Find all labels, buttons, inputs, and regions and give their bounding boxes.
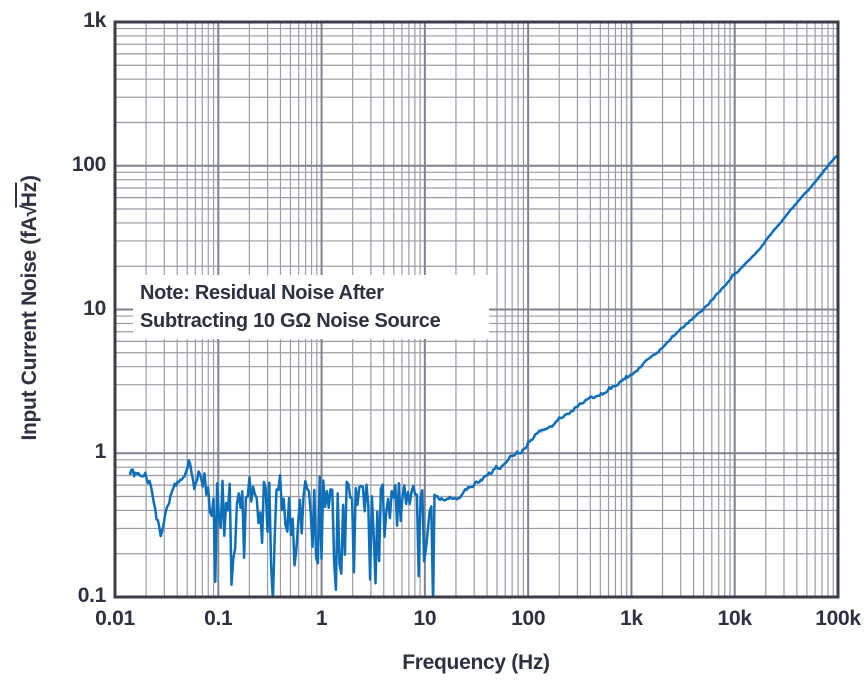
y-axis-title: Input Current Noise (fA√Hz) [15,175,42,441]
y-axis-title-prefix: Input Current Noise (fA [18,216,41,441]
x-tick-label: 100k [815,607,861,630]
x-tick-label: 10 [413,607,437,630]
x-axis-title: Frequency (Hz) [402,651,550,674]
x-tick-label: 0.1 [204,607,233,630]
note-line-1: Note: Residual Noise After [140,282,384,304]
y-axis-title-radicand: Hz [15,182,41,208]
plot-frame [113,20,840,599]
x-tick-label: 100 [511,607,546,630]
y-tick-label: 0.1 [77,584,107,607]
x-tick-label: 0.01 [95,607,135,630]
x-tick-label: 1 [315,607,328,630]
y-tick-label: 1 [94,440,107,464]
x-tick-label: 10k [717,607,752,630]
x-tick-label: 1k [620,607,643,630]
note-line-2: Subtracting 10 GΩ Noise Source [140,310,441,332]
y-tick-label: 10 [83,296,106,320]
y-tick-label: 100 [71,152,106,176]
note-annotation: Note: Residual Noise After Subtracting 1… [133,275,489,339]
y-tick-label: 1k [83,9,106,32]
noise-curve [128,152,838,597]
y-axis-title-suffix: ) [18,175,41,183]
